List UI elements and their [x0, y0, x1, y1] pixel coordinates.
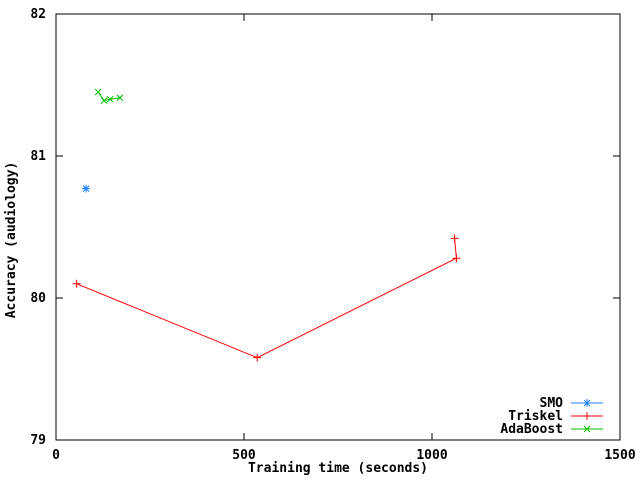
- legend-marker-triskel: [583, 412, 591, 420]
- x-axis-title: Training time (seconds): [248, 461, 428, 476]
- y-tick-label: 81: [30, 149, 46, 164]
- y-tick-label: 82: [30, 7, 46, 22]
- series-adaboost-marker: [116, 94, 124, 102]
- series-adaboost-marker: [106, 95, 114, 103]
- series-triskel-marker: [72, 279, 81, 288]
- x-tick-label: 1500: [604, 448, 635, 463]
- series-triskel-marker: [450, 234, 459, 243]
- legend-label-smo: SMO: [540, 396, 564, 411]
- x-tick-label: 0: [52, 448, 60, 463]
- plot-border: [55, 13, 621, 441]
- legend-item-triskel: Triskel: [508, 409, 603, 424]
- legend-label-adaboost: AdaBoost: [500, 422, 563, 437]
- x-tick-label: 1000: [416, 448, 447, 463]
- series-adaboost-marker: [100, 97, 108, 104]
- y-axis-title: Accuracy (audiology): [4, 162, 19, 319]
- y-tick-label: 79: [30, 433, 46, 448]
- legend-marker-adaboost: [583, 425, 591, 433]
- series-smo-marker: [82, 184, 91, 193]
- series-adaboost-line: [97, 91, 120, 102]
- legend-item-smo: SMO: [540, 396, 603, 411]
- series-adaboost-marker: [94, 88, 102, 96]
- legend-label-triskel: Triskel: [508, 409, 563, 424]
- series-triskel-line: [76, 238, 457, 359]
- legend-marker-smo: [583, 399, 591, 407]
- series-triskel-marker: [253, 353, 262, 362]
- legend-item-adaboost: AdaBoost: [500, 422, 603, 437]
- series-triskel-marker: [452, 254, 461, 263]
- y-tick-label: 80: [30, 291, 46, 306]
- x-tick-label: 500: [232, 448, 256, 463]
